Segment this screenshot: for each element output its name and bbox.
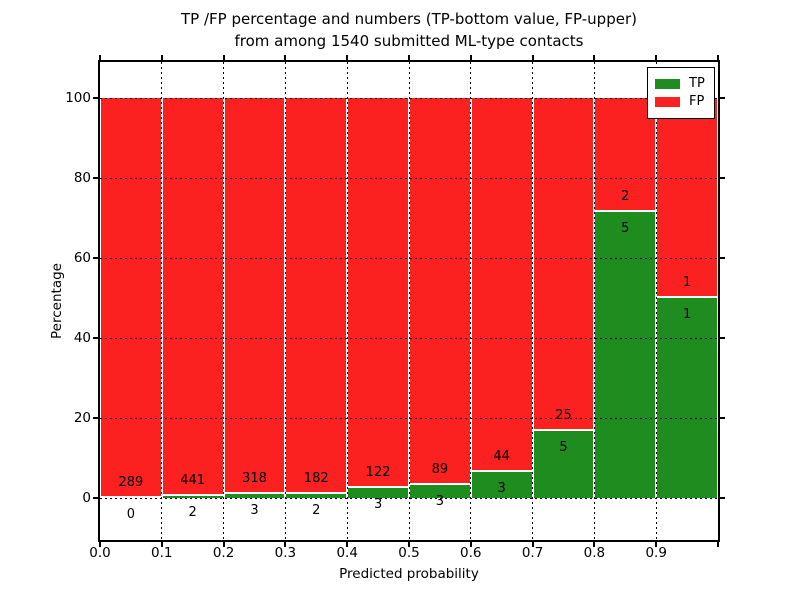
y-tick-mark-right	[720, 177, 725, 179]
y-tick-label: 40	[73, 330, 91, 346]
x-tick-mark-top	[284, 55, 287, 60]
y-tick-mark-right	[720, 97, 725, 99]
bar-segment-fp	[409, 98, 471, 485]
x-tick-mark-top	[655, 55, 658, 60]
y-tick-mark-right	[720, 417, 725, 419]
chart-title-line1: TP /FP percentage and numbers (TP-bottom…	[181, 10, 637, 28]
y-tick-label: 20	[73, 410, 91, 426]
legend: TP FP	[647, 67, 715, 119]
x-tick-label: 0.8	[583, 545, 606, 561]
x-tick-label: 0.5	[398, 545, 420, 561]
x-tick-label: 0.7	[521, 545, 544, 561]
y-tick-mark-left	[93, 177, 98, 179]
tp-count-label: 2	[312, 502, 321, 518]
y-tick-label: 0	[82, 490, 91, 506]
x-tick-mark-top	[593, 55, 596, 60]
bar-segment-fp	[161, 98, 224, 497]
x-tick-mark-bottom	[655, 542, 658, 547]
x-tick-label: 0.3	[274, 545, 297, 561]
bar-segment-fp	[470, 98, 533, 473]
bar-segment-fp	[347, 98, 409, 489]
y-tick-mark-right	[720, 337, 725, 339]
x-tick-mark-top	[160, 55, 163, 60]
x-tick-label: 0.2	[212, 545, 235, 561]
bar-segment-fp	[532, 98, 595, 432]
bar-segment-fp	[223, 98, 286, 495]
legend-row: FP	[655, 95, 705, 109]
tp-count-label: 3	[373, 497, 383, 513]
tp-count-label: 3	[250, 503, 259, 519]
legend-swatch-tp	[655, 79, 680, 89]
bar-segment-fp	[656, 98, 718, 298]
x-tick-mark-top	[99, 55, 101, 60]
bar-segment-tp	[161, 496, 224, 498]
legend-label: TP	[689, 76, 705, 91]
x-tick-mark-bottom	[531, 542, 534, 547]
legend-label: FP	[689, 94, 705, 109]
y-tick-mark-left	[93, 257, 98, 259]
x-tick-mark-bottom	[222, 542, 225, 547]
y-tick-label: 100	[65, 90, 91, 106]
legend-row: TP	[655, 77, 705, 91]
tp-count-label: 0	[126, 507, 136, 522]
x-axis-label: Predicted probability	[339, 566, 479, 582]
x-tick-mark-top	[531, 55, 534, 60]
y-tick-mark-right	[720, 257, 725, 259]
y-tick-mark-left	[93, 97, 98, 99]
x-tick-mark-bottom	[99, 542, 101, 547]
bar-segment-tp	[223, 494, 286, 498]
y-axis-label: Percentage	[49, 263, 65, 339]
x-tick-mark-bottom	[346, 542, 349, 547]
y-tick-mark-left	[93, 497, 98, 499]
x-tick-label: 0.0	[89, 545, 111, 561]
x-tick-mark-top	[469, 55, 472, 60]
y-tick-label: 80	[73, 170, 91, 186]
y-tick-mark-left	[93, 337, 98, 339]
x-tick-label: 0.4	[336, 545, 358, 561]
y-tick-mark-right	[720, 497, 725, 499]
x-tick-mark-top	[346, 55, 349, 60]
x-tick-mark-bottom	[160, 542, 163, 547]
bar-segment-tp	[409, 484, 471, 498]
x-tick-label: 0.6	[460, 545, 482, 561]
bar-segment-tp	[532, 431, 595, 498]
x-tick-label: 0.1	[151, 545, 173, 561]
bar-segment-tp	[656, 298, 718, 498]
x-tick-mark-bottom	[593, 542, 596, 547]
bar-segment-fp	[100, 98, 162, 498]
x-tick-label: 0.9	[645, 545, 667, 561]
x-tick-mark-top	[717, 55, 719, 60]
bar-segment-tp	[347, 488, 409, 498]
x-tick-mark-bottom	[469, 542, 472, 547]
x-tick-mark-bottom	[408, 542, 410, 547]
bar-segment-tp	[594, 212, 657, 498]
x-tick-mark-top	[408, 55, 410, 60]
legend-swatch-fp	[655, 97, 680, 107]
chart-title: TP /FP percentage and numbers (TP-bottom…	[100, 8, 718, 52]
x-tick-mark-bottom	[717, 542, 719, 547]
chart-title-line2: from among 1540 submitted ML-type contac…	[234, 32, 584, 50]
bar-segment-tp	[470, 472, 533, 498]
tp-count-label: 2	[188, 505, 197, 521]
plot-area: 289 0 441 2 318 3 182 2 122 3 89 3 44 3 25 5 2 5 1 1 TP FP	[98, 60, 720, 542]
bar-segment-tp	[285, 493, 348, 498]
bar-segment-fp	[285, 98, 348, 494]
x-tick-mark-top	[222, 55, 225, 60]
x-tick-mark-bottom	[284, 542, 287, 547]
y-tick-mark-left	[93, 417, 98, 419]
y-tick-label: 60	[73, 250, 91, 266]
